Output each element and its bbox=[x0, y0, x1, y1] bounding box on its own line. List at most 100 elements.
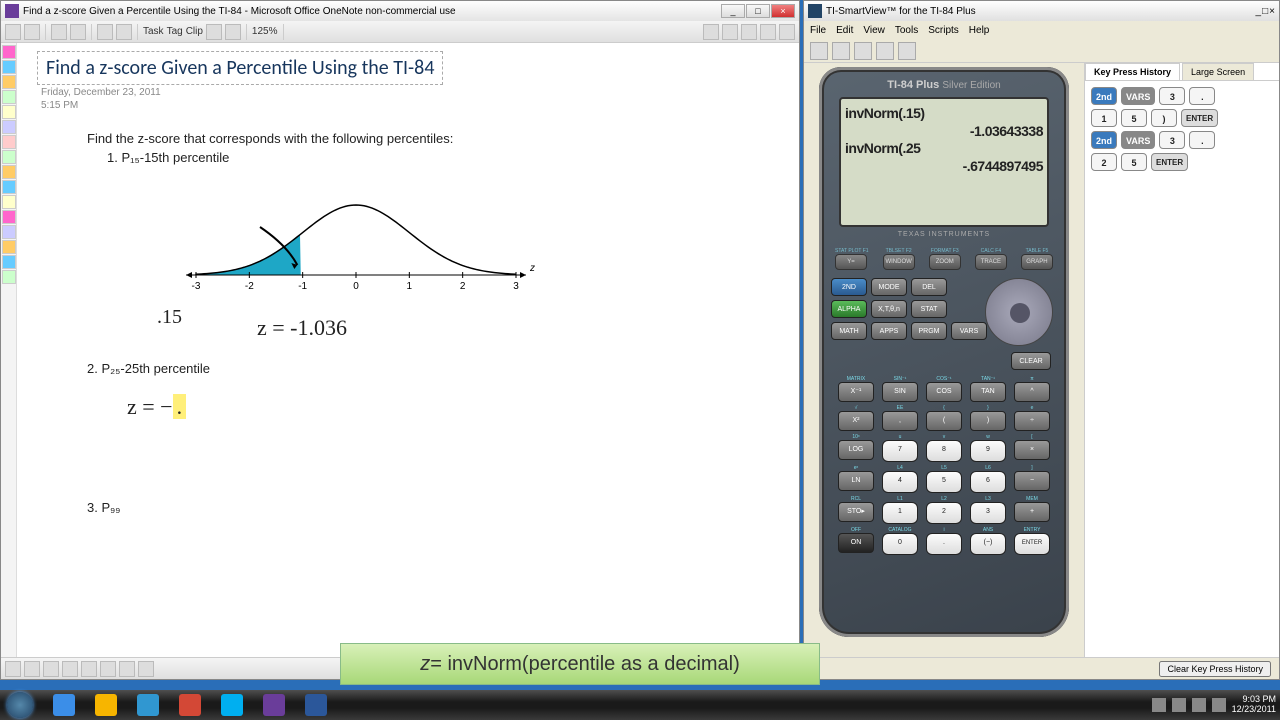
smartview-titlebar[interactable]: TI-SmartView™ for the TI-84 Plus _ □ × bbox=[804, 1, 1279, 21]
redo-icon[interactable] bbox=[116, 24, 132, 40]
calc-key-apps[interactable]: APPS bbox=[871, 322, 907, 340]
calc-key[interactable]: 7 bbox=[882, 440, 918, 462]
calc-key-vars[interactable]: VARS bbox=[951, 322, 987, 340]
clip-btn[interactable]: Clip bbox=[186, 26, 203, 37]
tool-b-icon[interactable] bbox=[225, 24, 241, 40]
tray-network-icon[interactable] bbox=[1192, 698, 1206, 712]
clear-history-button[interactable]: Clear Key Press History bbox=[1159, 661, 1271, 677]
fwd-icon[interactable] bbox=[24, 24, 40, 40]
close-button[interactable]: × bbox=[771, 4, 795, 18]
tag-swatch[interactable] bbox=[2, 60, 16, 74]
tag-swatch[interactable] bbox=[2, 90, 16, 104]
calc-key[interactable]: , bbox=[882, 411, 918, 431]
page-title-box[interactable]: Find a z-score Given a Percentile Using … bbox=[37, 51, 443, 85]
tag-swatch[interactable] bbox=[2, 150, 16, 164]
calc-key[interactable]: SIN bbox=[882, 382, 918, 402]
sv-new-icon[interactable] bbox=[810, 42, 828, 60]
tag-swatch[interactable] bbox=[2, 105, 16, 119]
zoom-combo[interactable]: 125% bbox=[252, 26, 278, 37]
menu-edit[interactable]: Edit bbox=[836, 25, 853, 36]
menu-scripts[interactable]: Scripts bbox=[928, 25, 959, 36]
calc-key[interactable]: LN bbox=[838, 471, 874, 491]
calc-dpad[interactable] bbox=[985, 278, 1053, 346]
calc-key[interactable]: ENTER bbox=[1014, 533, 1050, 555]
calc-key-stat[interactable]: STAT bbox=[911, 300, 947, 318]
calc-key[interactable]: ^ bbox=[1014, 382, 1050, 402]
taskbar-app[interactable] bbox=[254, 691, 294, 719]
calc-key[interactable]: ON bbox=[838, 533, 874, 553]
select-tool-icon[interactable] bbox=[5, 661, 21, 677]
new-icon[interactable] bbox=[51, 24, 67, 40]
calc-key-math[interactable]: MATH bbox=[831, 322, 867, 340]
tray-icon[interactable] bbox=[1152, 698, 1166, 712]
calc-key[interactable]: ( bbox=[926, 411, 962, 431]
sv-save-icon[interactable] bbox=[854, 42, 872, 60]
taskbar-clock[interactable]: 9:03 PM 12/23/2011 bbox=[1232, 695, 1276, 715]
system-tray[interactable]: 9:03 PM 12/23/2011 bbox=[1152, 695, 1280, 715]
tray-icon[interactable] bbox=[1172, 698, 1186, 712]
menu-help[interactable]: Help bbox=[969, 25, 990, 36]
sv-capture-icon[interactable] bbox=[876, 42, 894, 60]
tag-swatch[interactable] bbox=[2, 210, 16, 224]
menu-view[interactable]: View bbox=[863, 25, 885, 36]
calc-key[interactable]: × bbox=[1014, 440, 1050, 460]
calc-key[interactable]: . bbox=[926, 533, 962, 555]
calc-key[interactable]: − bbox=[1014, 471, 1050, 491]
tag-swatch[interactable] bbox=[2, 45, 16, 59]
menu-file[interactable]: File bbox=[810, 25, 826, 36]
calc-key[interactable]: 6 bbox=[970, 471, 1006, 493]
shape-tool-icon[interactable] bbox=[100, 661, 116, 677]
calc-key[interactable]: X⁻¹ bbox=[838, 382, 874, 402]
calc-key[interactable]: COS bbox=[926, 382, 962, 402]
tag-swatch[interactable] bbox=[2, 135, 16, 149]
tag-swatch[interactable] bbox=[2, 225, 16, 239]
calc-key[interactable]: 9 bbox=[970, 440, 1006, 462]
taskbar-app[interactable] bbox=[128, 691, 168, 719]
underline-icon[interactable] bbox=[722, 24, 738, 40]
calc-key-prgm[interactable]: PRGM bbox=[911, 322, 947, 340]
calc-clear-key[interactable]: CLEAR bbox=[1011, 352, 1051, 370]
bold-icon[interactable] bbox=[703, 24, 719, 40]
start-button[interactable] bbox=[0, 690, 40, 720]
calc-key[interactable]: 8 bbox=[926, 440, 962, 462]
calc-key-2nd[interactable]: 2ND bbox=[831, 278, 867, 296]
task-btn[interactable]: Task bbox=[143, 26, 164, 37]
sv-min-button[interactable]: _ bbox=[1256, 6, 1262, 17]
calc-fkey[interactable]: ZOOM bbox=[929, 254, 961, 270]
taskbar-app[interactable] bbox=[86, 691, 126, 719]
calc-key[interactable]: 5 bbox=[926, 471, 962, 493]
calc-key-xtn[interactable]: X,T,θ,n bbox=[871, 300, 907, 318]
calc-key[interactable]: LOG bbox=[838, 440, 874, 460]
windows-taskbar[interactable]: 9:03 PM 12/23/2011 bbox=[0, 690, 1280, 720]
calc-key[interactable]: + bbox=[1014, 502, 1050, 522]
sv-close-button[interactable]: × bbox=[1269, 6, 1275, 17]
calc-fkey[interactable]: GRAPH bbox=[1021, 254, 1053, 270]
eraser-tool-icon[interactable] bbox=[43, 661, 59, 677]
calc-key[interactable]: (−) bbox=[970, 533, 1006, 555]
tab-key-history[interactable]: Key Press History bbox=[1085, 63, 1180, 80]
pen-tool-icon[interactable] bbox=[62, 661, 78, 677]
taskbar-app[interactable] bbox=[44, 691, 84, 719]
calc-key[interactable]: 0 bbox=[882, 533, 918, 555]
font-color-icon[interactable] bbox=[741, 24, 757, 40]
onenote-page[interactable]: Find a z-score Given a Percentile Using … bbox=[17, 43, 799, 657]
taskbar-app[interactable] bbox=[296, 691, 336, 719]
menu-tools[interactable]: Tools bbox=[895, 25, 918, 36]
highlighter-tool-icon[interactable] bbox=[81, 661, 97, 677]
line-tool-icon[interactable] bbox=[119, 661, 135, 677]
calc-key[interactable]: 4 bbox=[882, 471, 918, 493]
calc-fkey[interactable]: TRACE bbox=[975, 254, 1007, 270]
calc-fkey[interactable]: WINDOW bbox=[883, 254, 915, 270]
tag-swatch[interactable] bbox=[2, 195, 16, 209]
sv-max-button[interactable]: □ bbox=[1262, 6, 1268, 17]
tag-swatch[interactable] bbox=[2, 270, 16, 284]
taskbar-app[interactable] bbox=[170, 691, 210, 719]
back-icon[interactable] bbox=[5, 24, 21, 40]
tag-btn[interactable]: Tag bbox=[167, 26, 183, 37]
lasso-tool-icon[interactable] bbox=[24, 661, 40, 677]
calc-key[interactable]: X² bbox=[838, 411, 874, 431]
tag-swatch[interactable] bbox=[2, 75, 16, 89]
sv-refresh-icon[interactable] bbox=[898, 42, 916, 60]
onenote-titlebar[interactable]: Find a z-score Given a Percentile Using … bbox=[1, 1, 799, 21]
tray-volume-icon[interactable] bbox=[1212, 698, 1226, 712]
